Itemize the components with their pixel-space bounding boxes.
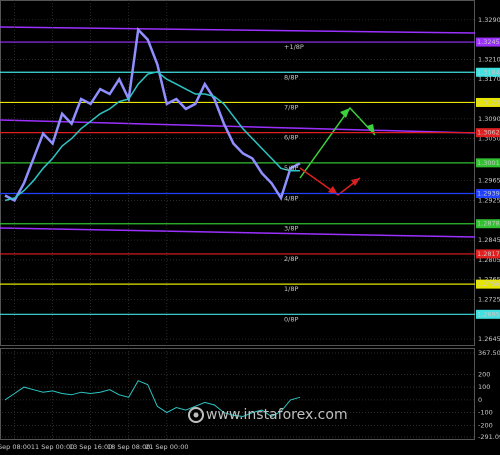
level-label: 6/8P bbox=[284, 134, 298, 142]
level-value: 1.3245 bbox=[477, 38, 500, 46]
channel-top bbox=[0, 26, 476, 34]
indicator-tick-label: 200 bbox=[478, 370, 490, 378]
y-tick-label: 1.2725 bbox=[478, 295, 500, 303]
level-value-box bbox=[476, 158, 500, 168]
y-tick-label: 1.2645 bbox=[478, 335, 500, 343]
channel-bottom bbox=[0, 227, 476, 238]
y-tick-label: 1.3090 bbox=[478, 115, 500, 123]
level-value-box bbox=[476, 189, 500, 199]
y-tick-label: 1.2805 bbox=[478, 256, 500, 264]
y-tick-label: 1.3210 bbox=[478, 55, 500, 63]
indicator-tick-label: 0 bbox=[478, 396, 482, 404]
y-tick-label: 1.2925 bbox=[478, 196, 500, 204]
level-value: 1.3123 bbox=[477, 98, 500, 106]
level-label: 5/8P bbox=[284, 164, 298, 172]
price-line bbox=[4, 26, 301, 203]
level-label: 2/8P bbox=[284, 255, 298, 263]
level-value-box bbox=[476, 67, 500, 77]
indicator-panel bbox=[0, 348, 475, 440]
x-tick-label: 11 Sep 00:00 bbox=[31, 443, 74, 451]
indicator-tick-label: -100 bbox=[478, 409, 493, 417]
level-label: 3/8P bbox=[284, 225, 298, 233]
level-label: 1/8P bbox=[284, 285, 298, 293]
y-tick-label: 1.3170 bbox=[478, 75, 500, 83]
level-value: 1.3062 bbox=[477, 129, 500, 137]
level-value-box bbox=[476, 279, 500, 289]
level-label: 4/8P bbox=[284, 195, 298, 203]
y-tick-label: 1.2965 bbox=[478, 177, 500, 185]
level-value: 1.2878 bbox=[477, 220, 500, 228]
level-label: +1/8P bbox=[284, 43, 304, 51]
level-value: 1.2817 bbox=[477, 250, 500, 258]
price-line bbox=[4, 70, 300, 202]
level-value: 1.3001 bbox=[477, 159, 500, 167]
level-label: 8/8P bbox=[284, 73, 298, 81]
channel-mid bbox=[0, 119, 476, 134]
level-label: 0/8P bbox=[284, 315, 298, 323]
level-value-box bbox=[476, 128, 500, 138]
y-tick-label: 1.3050 bbox=[478, 135, 500, 143]
indicator-tick-label: 367.5088 bbox=[478, 349, 500, 357]
level-value-box bbox=[476, 249, 500, 259]
indicator-tick-label: -291.093 bbox=[478, 433, 500, 441]
price-panel bbox=[0, 0, 475, 346]
level-value: 1.2756 bbox=[477, 280, 500, 288]
indicator-tick-label: -200 bbox=[478, 421, 493, 429]
level-value-box bbox=[476, 219, 500, 229]
y-tick-label: 1.3290 bbox=[478, 16, 500, 24]
y-tick-label: 1.2845 bbox=[478, 236, 500, 244]
level-value-box bbox=[476, 97, 500, 107]
indicator-line bbox=[4, 380, 301, 418]
watermark: www.instaforex.com bbox=[206, 407, 348, 423]
level-value-box bbox=[476, 37, 500, 47]
level-value: 1.3184 bbox=[477, 68, 500, 76]
red-arrow bbox=[299, 167, 361, 196]
indicator-tick-label: 100 bbox=[478, 383, 490, 391]
x-tick-label: 21 Sep 00:00 bbox=[145, 443, 188, 451]
watermark-logo bbox=[188, 407, 204, 423]
level-label: 7/8P bbox=[284, 103, 298, 111]
x-tick-label: 13 Sep 16:00 bbox=[69, 443, 112, 451]
x-tick-label: 18 Sep 08:00 bbox=[107, 443, 150, 451]
level-value-box bbox=[476, 309, 500, 319]
level-value: 1.2939 bbox=[477, 190, 500, 198]
level-value: 1.2695 bbox=[477, 310, 500, 318]
x-tick-label: Sep 08:00 bbox=[0, 443, 31, 451]
